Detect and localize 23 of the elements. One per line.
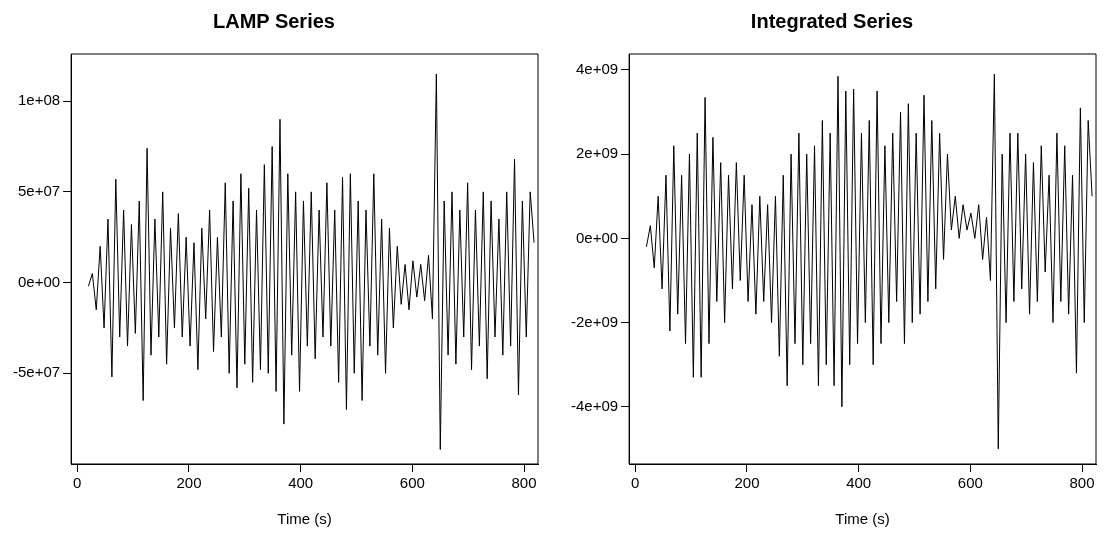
y-tick-label: -2e+09 [571, 312, 619, 330]
y-tick-label: 4e+09 [575, 60, 619, 78]
chart-title: Integrated Series [750, 9, 914, 32]
x-tick-label: 0 [631, 474, 640, 492]
x-tick-label: 200 [734, 474, 760, 492]
x-tick-label: 0 [73, 474, 82, 492]
chart-title: LAMP Series [213, 9, 335, 32]
x-axis-title: Time (s) [277, 510, 332, 528]
y-tick-label: -5e+07 [13, 363, 61, 381]
x-tick-label: 800 [511, 474, 537, 492]
y-tick-label: 0e+00 [17, 272, 61, 290]
x-tick-label: 400 [288, 474, 314, 492]
x-tick-label: 800 [1069, 474, 1095, 492]
x-tick-label: 200 [176, 474, 202, 492]
y-tick-label: 5e+07 [17, 182, 61, 200]
x-tick-label: 600 [957, 474, 983, 492]
x-tick-label: 400 [846, 474, 872, 492]
y-tick-label: 0e+00 [575, 228, 619, 246]
y-tick-label: 1e+08 [17, 91, 61, 109]
x-axis-title: Time (s) [835, 510, 890, 528]
x-tick-label: 600 [399, 474, 425, 492]
y-tick-label: -4e+09 [571, 396, 619, 414]
y-tick-label: 2e+09 [575, 144, 619, 162]
